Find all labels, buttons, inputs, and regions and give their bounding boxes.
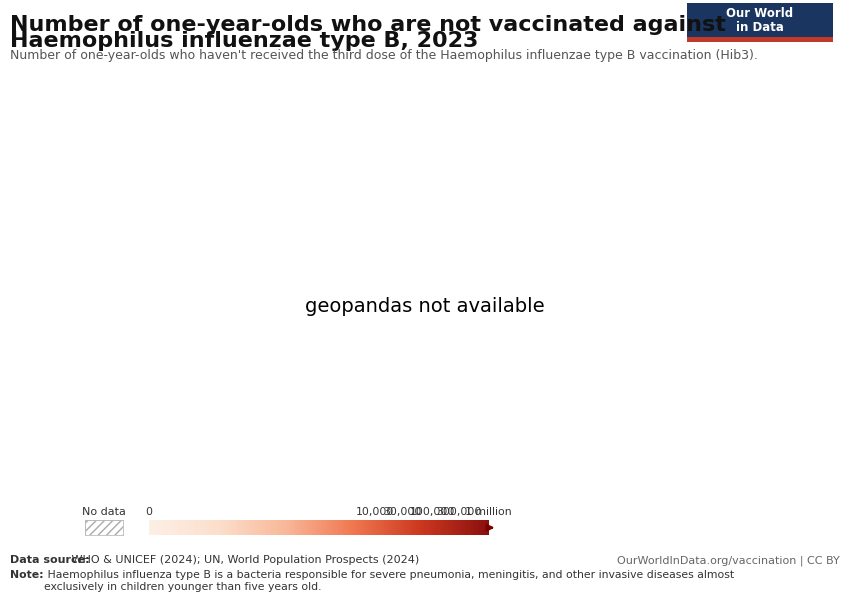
Text: Haemophilus influenza type B is a bacteria responsible for severe pneumonia, men: Haemophilus influenza type B is a bacter… <box>44 570 734 592</box>
Text: 100,000: 100,000 <box>410 506 455 517</box>
Bar <box>687 37 833 42</box>
Text: No data: No data <box>82 506 126 517</box>
Text: 0: 0 <box>145 506 152 517</box>
Text: WHO & UNICEF (2024); UN, World Population Prospects (2024): WHO & UNICEF (2024); UN, World Populatio… <box>68 555 419 565</box>
Text: in Data: in Data <box>736 20 784 34</box>
Text: Number of one-year-olds who haven't received the third dose of the Haemophilus i: Number of one-year-olds who haven't rece… <box>10 49 758 62</box>
Text: OurWorldInData.org/vaccination | CC BY: OurWorldInData.org/vaccination | CC BY <box>617 555 840 565</box>
Text: Number of one-year-olds who are not vaccinated against: Number of one-year-olds who are not vacc… <box>10 15 726 35</box>
Text: Our World: Our World <box>727 7 793 20</box>
Text: Data source:: Data source: <box>10 555 90 565</box>
Text: 1 million: 1 million <box>466 506 512 517</box>
Text: Haemophilus influenzae type B, 2023: Haemophilus influenzae type B, 2023 <box>10 31 479 51</box>
Text: 300,000: 300,000 <box>436 506 482 517</box>
Text: 30,000: 30,000 <box>383 506 422 517</box>
Text: 10,000: 10,000 <box>356 506 394 517</box>
Text: geopandas not available: geopandas not available <box>305 296 545 316</box>
Text: Note:: Note: <box>10 570 44 580</box>
